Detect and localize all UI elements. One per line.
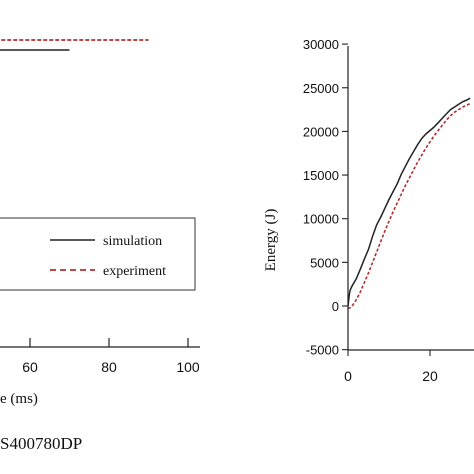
y-axis-ticks: -5000 0 5000 10000 15000 20000 25000 30000 (303, 37, 348, 358)
series-line-simulation (347, 97, 471, 307)
left-chart: 60 80 100 e (ms) simulation experiment (0, 39, 200, 407)
left-x-tick-label: 80 (101, 359, 117, 375)
legend: simulation experiment (0, 217, 196, 291)
y-axis-label: Energy (J) (263, 209, 279, 272)
y-tick-label: 15000 (303, 168, 339, 183)
y-tick-label: 0 (332, 299, 339, 314)
left-x-axis-label: e (ms) (0, 391, 38, 407)
figure-caption: S400780DP (0, 434, 83, 453)
left-x-tick-label: 60 (22, 359, 38, 375)
left-x-ticks: 60 80 100 (22, 338, 200, 375)
y-tick-label: -5000 (306, 343, 339, 358)
x-tick-label: 20 (422, 368, 438, 384)
right-chart: Energy (J) -5000 0 5000 10000 15000 20000 2500… (263, 37, 474, 384)
y-tick-label: 10000 (303, 212, 339, 227)
y-tick-label: 5000 (310, 255, 339, 270)
left-x-tick-label: 100 (176, 359, 200, 375)
x-tick-label: 0 (344, 368, 352, 384)
legend-label-simulation: simulation (103, 234, 162, 249)
y-tick-label: 25000 (303, 81, 339, 96)
right-series-group (347, 97, 471, 310)
legend-label-experiment: experiment (103, 264, 166, 279)
series-line-experiment (347, 102, 471, 310)
left-series-group (0, 39, 149, 51)
legend-box (0, 217, 196, 291)
y-tick-label: 30000 (303, 37, 339, 52)
y-tick-label: 20000 (303, 124, 339, 139)
x-axis-ticks: 0 20 (344, 350, 438, 384)
